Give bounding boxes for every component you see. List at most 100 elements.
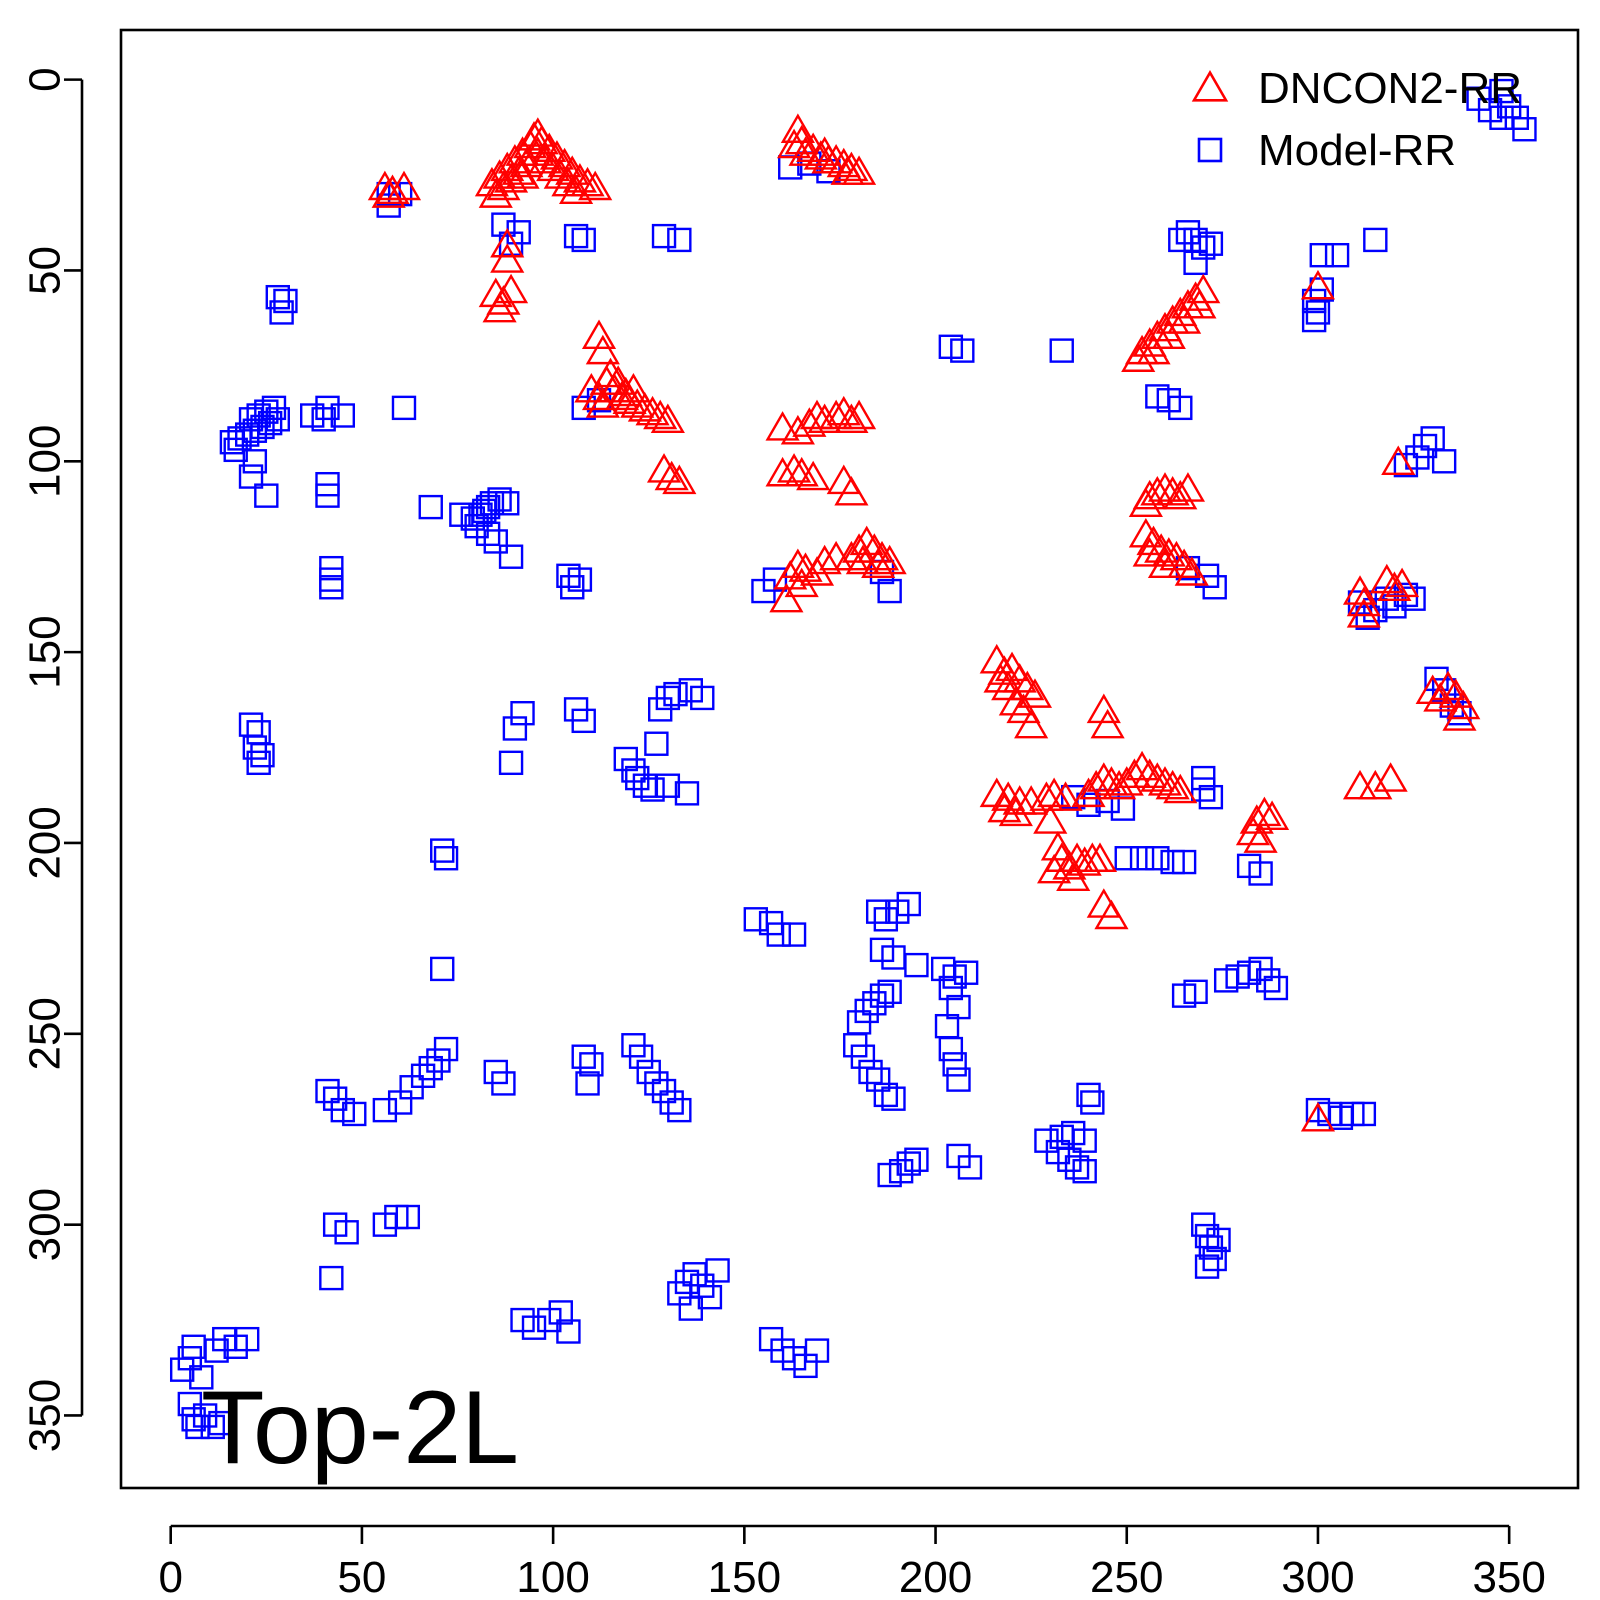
legend-label: Model-RR (1258, 126, 1456, 175)
point-model-rr (1110, 796, 1136, 821)
point-dncon2-rr (845, 544, 880, 575)
point-dncon2-rr (807, 136, 842, 166)
point-model-rr (881, 1086, 906, 1111)
point-model-rr (498, 750, 524, 776)
point-dncon2-rr (516, 121, 552, 151)
point-model-rr (1171, 983, 1197, 1008)
plot-frame (119, 28, 1580, 1490)
y-tick-label: 350 (21, 1379, 70, 1452)
point-dncon2-rr (1415, 674, 1450, 705)
point-dncon2-rr (803, 140, 838, 170)
point-dncon2-rr (1346, 598, 1381, 628)
point-model-rr (1263, 975, 1289, 1001)
point-dncon2-rr (608, 376, 643, 407)
point-model-rr (690, 685, 715, 711)
point-model-rr (548, 1300, 573, 1325)
point-dncon2-rr (1037, 853, 1072, 884)
point-model-rr (762, 567, 788, 592)
point-model-rr (854, 998, 879, 1024)
chart-annotation: Top-2L (201, 1370, 519, 1486)
point-model-rr (743, 907, 769, 932)
point-dncon2-rr (1147, 548, 1183, 579)
point-dncon2-rr (819, 399, 854, 430)
point-model-rr (674, 781, 700, 806)
x-tick-label: 300 (1281, 1553, 1354, 1600)
point-dncon2-rr (788, 136, 823, 166)
point-dncon2-rr (1128, 487, 1163, 517)
point-dncon2-rr (581, 319, 617, 350)
point-dncon2-rr (482, 292, 517, 323)
point-dncon2-rr (841, 399, 877, 430)
point-model-rr (319, 1265, 344, 1291)
legend: DNCON2-RR Model-RR (1191, 64, 1522, 175)
point-dncon2-rr (1155, 769, 1190, 800)
point-model-rr (571, 708, 596, 734)
point-dncon2-rr (486, 170, 521, 201)
point-dncon2-rr (1147, 472, 1183, 502)
point-dncon2-rr (998, 685, 1033, 716)
point-dncon2-rr (1086, 762, 1121, 792)
point-dncon2-rr (784, 124, 819, 155)
point-dncon2-rr (386, 170, 422, 201)
point-dncon2-rr (1346, 586, 1381, 617)
point-model-rr (640, 777, 665, 802)
point-dncon2-rr (1029, 781, 1064, 811)
point-model-rr (705, 1258, 730, 1283)
point-model-rr (571, 1044, 596, 1069)
point-model-rr (1324, 242, 1350, 268)
point-dncon2-rr (780, 113, 815, 143)
point-dncon2-rr (1247, 796, 1282, 827)
point-model-rr (1202, 1246, 1227, 1272)
point-dncon2-rr (1067, 846, 1102, 876)
point-dncon2-rr (501, 155, 536, 185)
point-dncon2-rr (1430, 670, 1466, 701)
point-model-rr (644, 1071, 669, 1096)
y-tick-label: 250 (21, 997, 70, 1070)
point-model-rr (1512, 117, 1537, 142)
point-dncon2-rr (1017, 678, 1053, 708)
legend-label: DNCON2-RR (1258, 64, 1522, 113)
y-tick-label: 0 (21, 67, 70, 91)
point-dncon2-rr (490, 243, 525, 273)
point-model-rr (781, 922, 807, 947)
point-model-rr (498, 544, 524, 569)
point-model-rr (953, 960, 979, 985)
point-model-rr (877, 979, 902, 1005)
point-dncon2-rr (643, 399, 678, 430)
point-dncon2-rr (528, 143, 563, 174)
point-dncon2-rr (490, 227, 525, 258)
point-model-rr (571, 227, 596, 253)
point-model-rr (1076, 1082, 1101, 1108)
point-model-rr (865, 899, 891, 924)
point-model-rr (1064, 1155, 1090, 1180)
point-dncon2-rr (650, 403, 685, 434)
point-model-rr (766, 922, 791, 947)
point-dncon2-rr (1186, 273, 1221, 304)
point-dncon2-rr (784, 567, 819, 598)
point-model-rr (495, 491, 520, 516)
point-model-rr (475, 521, 501, 547)
point-dncon2-rr (830, 155, 865, 185)
y-tick-label: 100 (21, 425, 70, 498)
point-model-rr (575, 1071, 600, 1096)
point-model-rr (651, 223, 677, 249)
point-dncon2-rr (857, 533, 892, 563)
point-model-rr (1301, 307, 1327, 333)
point-model-rr (1080, 1090, 1105, 1115)
point-dncon2-rr (834, 151, 869, 182)
point-model-rr (946, 1067, 971, 1092)
point-dncon2-rr (1048, 781, 1083, 811)
point-dncon2-rr (807, 544, 842, 575)
point-model-rr (850, 1044, 876, 1069)
point-dncon2-rr (1381, 445, 1416, 476)
point-model-rr (250, 742, 275, 768)
point-dncon2-rr (616, 372, 651, 403)
point-dncon2-rr (1155, 475, 1190, 506)
point-dncon2-rr (1254, 800, 1290, 830)
point-dncon2-rr (536, 151, 571, 182)
point-model-rr (904, 952, 929, 978)
point-dncon2-rr (493, 273, 529, 304)
data-points (169, 78, 1537, 1440)
point-model-rr (644, 731, 669, 756)
